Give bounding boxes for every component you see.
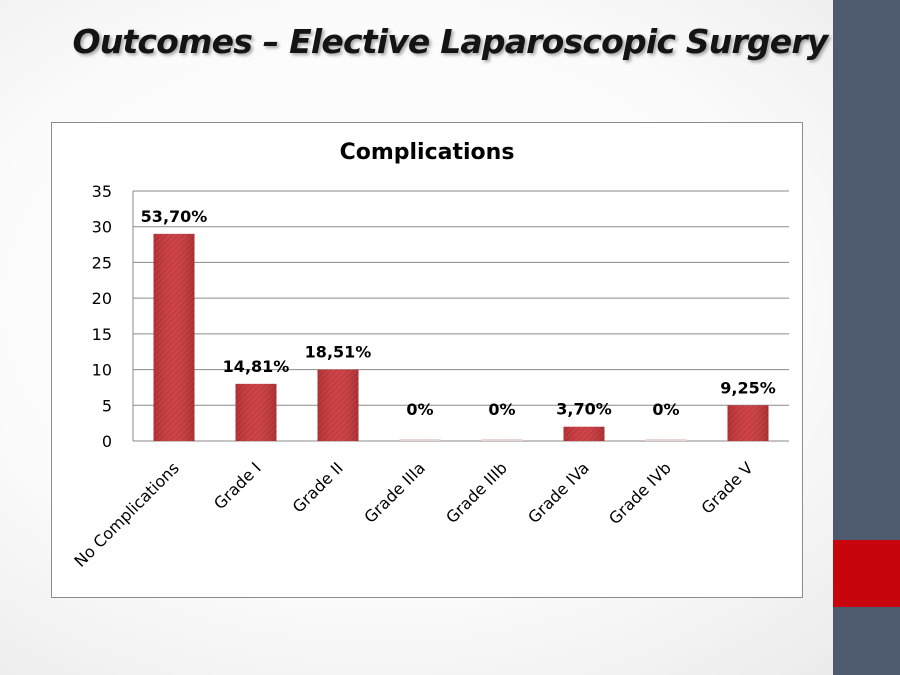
slide-title: Outcomes – Elective Laparoscopic Surgery [72, 22, 828, 61]
data-label: 3,70% [556, 400, 612, 419]
sidebar-accent-block [833, 540, 900, 607]
x-category-label: Grade V [698, 458, 757, 517]
bar [399, 439, 441, 441]
x-category-label: Grade IVa [524, 458, 593, 527]
y-tick-label: 15 [92, 325, 112, 344]
bar [645, 439, 687, 441]
bar-shading [153, 233, 195, 441]
y-tick-label: 10 [92, 361, 112, 380]
y-tick-label: 35 [92, 182, 112, 201]
data-label: 0% [488, 400, 515, 419]
x-category-label: Grade II [289, 458, 347, 516]
y-tick-label: 5 [102, 396, 112, 415]
bar [481, 439, 523, 441]
bar-shading [317, 369, 359, 441]
bar-shading [235, 383, 277, 441]
x-category-label: Grade IIIb [442, 458, 511, 527]
data-label: 18,51% [305, 343, 372, 362]
bar-shading [727, 405, 769, 441]
x-category-label: Grade IIIa [360, 458, 428, 526]
x-category-label: No Complications [70, 458, 182, 570]
y-tick-label: 25 [92, 253, 112, 272]
chart-title: Complications [340, 140, 515, 165]
data-label: 14,81% [223, 357, 290, 376]
data-label: 9,25% [720, 378, 776, 397]
y-tick-label: 0 [102, 432, 112, 451]
chart-frame: Complications 0 5 10 15 20 25 30 35 53,70% No Com… [51, 122, 803, 598]
y-tick-label: 30 [92, 218, 112, 237]
data-label: 0% [406, 400, 433, 419]
y-tick-label: 20 [92, 289, 112, 308]
x-category-label: Grade I [210, 458, 265, 513]
data-label: 53,70% [141, 207, 208, 226]
gridlines [132, 190, 789, 442]
bar-shading [563, 426, 605, 441]
bars [153, 233, 769, 441]
x-category-label: Grade IVb [605, 458, 675, 528]
data-label: 0% [652, 400, 679, 419]
complications-chart: Complications 0 5 10 15 20 25 30 35 53,70% No Com… [70, 140, 789, 571]
